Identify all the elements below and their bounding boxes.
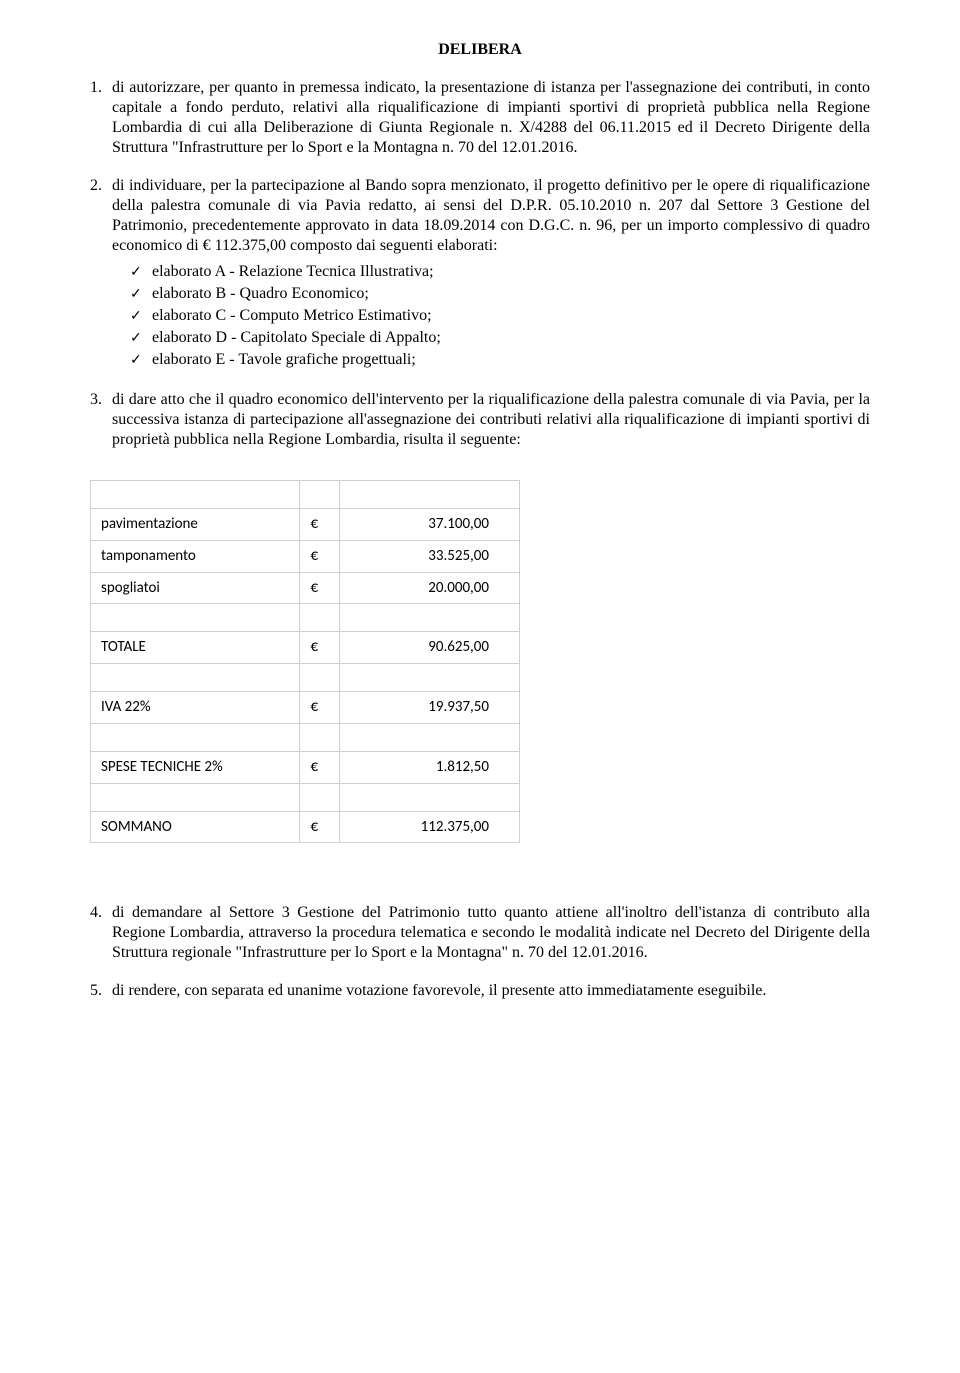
cell-currency: € (300, 509, 340, 541)
economic-table: pavimentazione€37.100,00tamponamento€33.… (90, 480, 520, 843)
sublist-item: ✓elaborato C - Computo Metrico Estimativ… (130, 306, 870, 326)
cell-value (340, 783, 520, 811)
cell-currency: € (300, 811, 340, 843)
cell-value: 19.937,50 (340, 692, 520, 724)
item-body: di autorizzare, per quanto in premessa i… (112, 78, 870, 158)
cell-label: SOMMANO (91, 811, 300, 843)
numbered-item: 1.di autorizzare, per quanto in premessa… (90, 78, 870, 158)
item-text: di dare atto che il quadro economico del… (112, 391, 870, 448)
economic-table-wrap: pavimentazione€37.100,00tamponamento€33.… (90, 480, 870, 843)
cell-value: 90.625,00 (340, 632, 520, 664)
cell-currency: € (300, 751, 340, 783)
numbered-item: 5.di rendere, con separata ed unanime vo… (90, 981, 870, 1001)
sublist-text: elaborato A - Relazione Tecnica Illustra… (152, 262, 870, 282)
numbered-item: 4.di demandare al Settore 3 Gestione del… (90, 903, 870, 963)
cell-label (91, 481, 300, 509)
item-body: di rendere, con separata ed unanime vota… (112, 981, 870, 1001)
cell-value: 112.375,00 (340, 811, 520, 843)
check-icon: ✓ (130, 306, 152, 326)
cell-label: TOTALE (91, 632, 300, 664)
cell-value: 1.812,50 (340, 751, 520, 783)
cell-currency: € (300, 692, 340, 724)
sublist-item: ✓elaborato B - Quadro Economico; (130, 284, 870, 304)
cell-value: 37.100,00 (340, 509, 520, 541)
sublist-text: elaborato B - Quadro Economico; (152, 284, 870, 304)
document-title: DELIBERA (90, 40, 870, 60)
item-number: 5. (90, 981, 112, 1001)
cell-label: pavimentazione (91, 509, 300, 541)
sublist-item: ✓elaborato E - Tavole grafiche progettua… (130, 350, 870, 370)
cell-label: SPESE TECNICHE 2% (91, 751, 300, 783)
item-text: di rendere, con separata ed unanime vota… (112, 982, 766, 999)
cell-currency (300, 783, 340, 811)
check-icon: ✓ (130, 350, 152, 370)
cell-label (91, 664, 300, 692)
item-text: di individuare, per la partecipazione al… (112, 177, 870, 254)
sublist: ✓elaborato A - Relazione Tecnica Illustr… (112, 262, 870, 370)
cell-label (91, 604, 300, 632)
table-row: spogliatoi€20.000,00 (91, 572, 520, 604)
cell-label (91, 723, 300, 751)
cell-value: 33.525,00 (340, 540, 520, 572)
sublist-item: ✓elaborato D - Capitolato Speciale di Ap… (130, 328, 870, 348)
cell-value: 20.000,00 (340, 572, 520, 604)
cell-label: spogliatoi (91, 572, 300, 604)
item-number: 4. (90, 903, 112, 963)
table-row (91, 604, 520, 632)
item-number: 3. (90, 390, 112, 450)
cell-value (340, 664, 520, 692)
check-icon: ✓ (130, 262, 152, 282)
table-row (91, 723, 520, 751)
item-body: di demandare al Settore 3 Gestione del P… (112, 903, 870, 963)
table-row: tamponamento€33.525,00 (91, 540, 520, 572)
cell-label: IVA 22% (91, 692, 300, 724)
item-number: 2. (90, 176, 112, 372)
sublist-text: elaborato C - Computo Metrico Estimativo… (152, 306, 870, 326)
check-icon: ✓ (130, 328, 152, 348)
cell-currency: € (300, 540, 340, 572)
numbered-item: 2.di individuare, per la partecipazione … (90, 176, 870, 372)
table-row: SPESE TECNICHE 2%€1.812,50 (91, 751, 520, 783)
cell-currency (300, 481, 340, 509)
item-text: di demandare al Settore 3 Gestione del P… (112, 904, 870, 961)
table-row (91, 481, 520, 509)
table-row: TOTALE€90.625,00 (91, 632, 520, 664)
cell-value (340, 604, 520, 632)
item-number: 1. (90, 78, 112, 158)
item-text: di autorizzare, per quanto in premessa i… (112, 79, 870, 156)
cell-currency (300, 723, 340, 751)
table-row: pavimentazione€37.100,00 (91, 509, 520, 541)
cell-value (340, 481, 520, 509)
item-body: di dare atto che il quadro economico del… (112, 390, 870, 450)
cell-value (340, 723, 520, 751)
table-row (91, 664, 520, 692)
table-row (91, 783, 520, 811)
sublist-text: elaborato E - Tavole grafiche progettual… (152, 350, 870, 370)
cell-label: tamponamento (91, 540, 300, 572)
table-row: IVA 22%€19.937,50 (91, 692, 520, 724)
cell-currency (300, 604, 340, 632)
cell-currency: € (300, 572, 340, 604)
cell-currency (300, 664, 340, 692)
cell-label (91, 783, 300, 811)
table-row: SOMMANO€112.375,00 (91, 811, 520, 843)
sublist-text: elaborato D - Capitolato Speciale di App… (152, 328, 870, 348)
cell-currency: € (300, 632, 340, 664)
item-body: di individuare, per la partecipazione al… (112, 176, 870, 372)
numbered-item: 3.di dare atto che il quadro economico d… (90, 390, 870, 450)
check-icon: ✓ (130, 284, 152, 304)
sublist-item: ✓elaborato A - Relazione Tecnica Illustr… (130, 262, 870, 282)
